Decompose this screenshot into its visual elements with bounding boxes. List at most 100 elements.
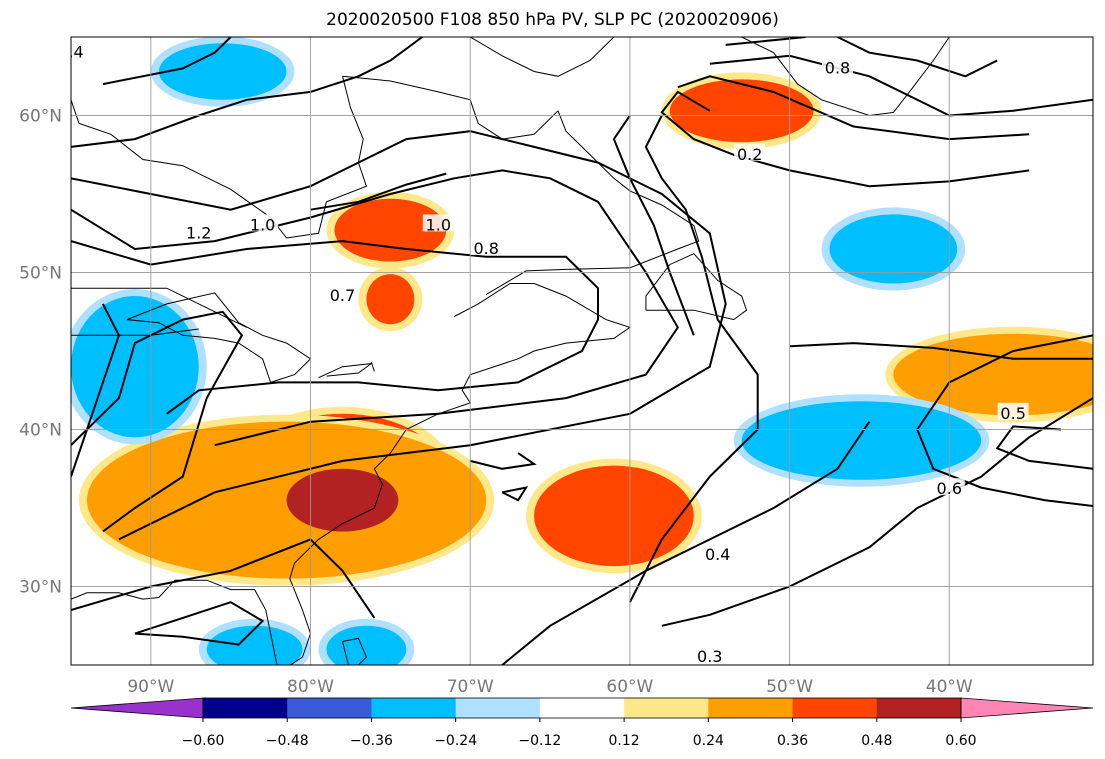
colorbar-tick-label: 0.36 xyxy=(777,733,808,749)
latitude-axis: 30°N 40°N 50°N 60°N xyxy=(19,107,62,598)
slp-contour xyxy=(660,90,1030,188)
contour-label-layer: 1.4 1.0 1.2 1.0 0.8 0.7 0.2 0.8 0.4 0.6 0.5 0.3 xyxy=(58,41,1029,666)
coastline xyxy=(645,253,748,321)
colorbar-tick-label: 0.48 xyxy=(861,733,892,749)
pv-shading-blob xyxy=(286,468,399,532)
contour-label: 0.5 xyxy=(1000,404,1025,423)
slp-contour xyxy=(469,452,537,470)
colorbar-extend-high xyxy=(960,697,1094,719)
colorbar-segment xyxy=(539,698,625,718)
slp-contour xyxy=(501,421,871,665)
slp-contour-layer xyxy=(71,37,1093,665)
pv-shading-blob xyxy=(534,465,694,567)
contour-label-bg xyxy=(422,214,454,232)
slp-contour xyxy=(677,75,1030,141)
lon-tick-label: 60°W xyxy=(606,677,653,697)
pv-shading-blob xyxy=(893,333,1093,416)
coastline xyxy=(342,75,559,140)
slp-contour xyxy=(789,342,1093,360)
slp-contour xyxy=(629,115,759,603)
coastline xyxy=(289,283,632,665)
coastline xyxy=(71,579,278,665)
contour-label-bg xyxy=(734,143,766,161)
pv-shading-blob xyxy=(206,625,303,665)
lat-tick-label: 50°N xyxy=(19,264,62,284)
contour-label: 1.0 xyxy=(250,215,275,234)
map-frame xyxy=(70,36,1094,666)
slp-contour xyxy=(71,240,599,415)
slp-contour xyxy=(709,54,1093,117)
contour-label: 0.7 xyxy=(330,286,355,305)
contour-label: 0.2 xyxy=(737,145,762,164)
colorbar-tick-label: 0.60 xyxy=(945,733,976,749)
slp-contour xyxy=(310,172,447,211)
pv-shading-blob xyxy=(326,625,407,665)
colorbar-segment xyxy=(203,698,288,718)
contour-label-bg xyxy=(933,478,965,496)
gridlines xyxy=(71,37,1093,665)
lat-tick-label: 60°N xyxy=(19,107,62,127)
colorbar-segment xyxy=(876,698,962,718)
lon-tick-label: 40°W xyxy=(926,677,973,697)
slp-contour xyxy=(725,37,806,46)
contour-label-bg xyxy=(326,285,358,303)
contour-label-bg xyxy=(71,41,87,59)
coastline xyxy=(342,637,367,665)
pv-shading-blob xyxy=(71,296,199,438)
pv-shading-layer xyxy=(71,37,1093,665)
contour-label: 0.6 xyxy=(937,479,962,498)
map-area: 1.4 1.0 1.2 1.0 0.8 0.7 0.2 0.8 0.4 0.6 0.5 0.3 xyxy=(58,37,1093,666)
colorbar-segment xyxy=(624,698,709,718)
slp-contour xyxy=(71,538,376,619)
contour-label: 0.8 xyxy=(473,239,498,258)
colorbar-segment xyxy=(371,698,457,718)
lon-tick-label: 70°W xyxy=(447,677,494,697)
colorbar-frame xyxy=(202,697,962,719)
pv-shading-blob xyxy=(158,43,287,100)
pv-shading-blob xyxy=(741,401,982,480)
pv-shading-blob xyxy=(366,274,415,325)
pv-shading-blob xyxy=(669,79,814,143)
coastline xyxy=(126,292,312,384)
colorbar-tick-label: −0.48 xyxy=(266,733,309,749)
slp-contour xyxy=(612,114,695,336)
colorbar-tick-label: 0.24 xyxy=(693,733,724,749)
colorbar-segment xyxy=(792,698,878,718)
lon-tick-label: 50°W xyxy=(766,677,813,697)
slp-contour xyxy=(134,601,265,646)
coastline xyxy=(469,37,615,77)
contour-label-bg xyxy=(470,237,502,255)
lat-tick-label: 30°N xyxy=(19,578,62,598)
slp-contour xyxy=(995,425,1093,470)
pv-shading-blob xyxy=(829,214,958,284)
colorbar: −0.60 −0.48 −0.36 −0.24 −0.12 0.12 0.24 0.36 0.4… xyxy=(70,697,1094,749)
contour-label: 1.0 xyxy=(426,215,451,234)
coastline xyxy=(318,362,373,379)
slp-contour xyxy=(71,310,244,533)
colorbar-segment xyxy=(287,698,372,718)
contour-label-bg xyxy=(822,57,853,75)
lat-tick-label: 40°N xyxy=(19,421,62,441)
slp-contour xyxy=(102,37,232,86)
slp-contour xyxy=(501,486,529,502)
slp-contour xyxy=(837,37,998,78)
colorbar-tick-label: −0.12 xyxy=(518,733,561,749)
colorbar-segment xyxy=(708,698,794,718)
contour-label: 1.4 xyxy=(58,43,83,62)
contour-label: 0.8 xyxy=(825,58,850,77)
slp-contour xyxy=(71,303,120,477)
colorbar-segment xyxy=(455,698,541,718)
colorbar-tick-label: −0.24 xyxy=(434,733,477,749)
contour-label-bg xyxy=(997,402,1029,420)
contour-label-bg xyxy=(694,646,726,664)
colorbar-tick-label: −0.36 xyxy=(350,733,393,749)
contour-label-bg xyxy=(702,544,734,562)
lon-tick-label: 80°W xyxy=(287,677,334,697)
coastline xyxy=(485,110,700,295)
slp-contour xyxy=(71,37,423,148)
contour-label: 0.3 xyxy=(697,647,722,666)
colorbar-tick-label: −0.60 xyxy=(182,733,225,749)
coastline xyxy=(71,287,247,328)
contour-label-bg xyxy=(183,222,215,240)
